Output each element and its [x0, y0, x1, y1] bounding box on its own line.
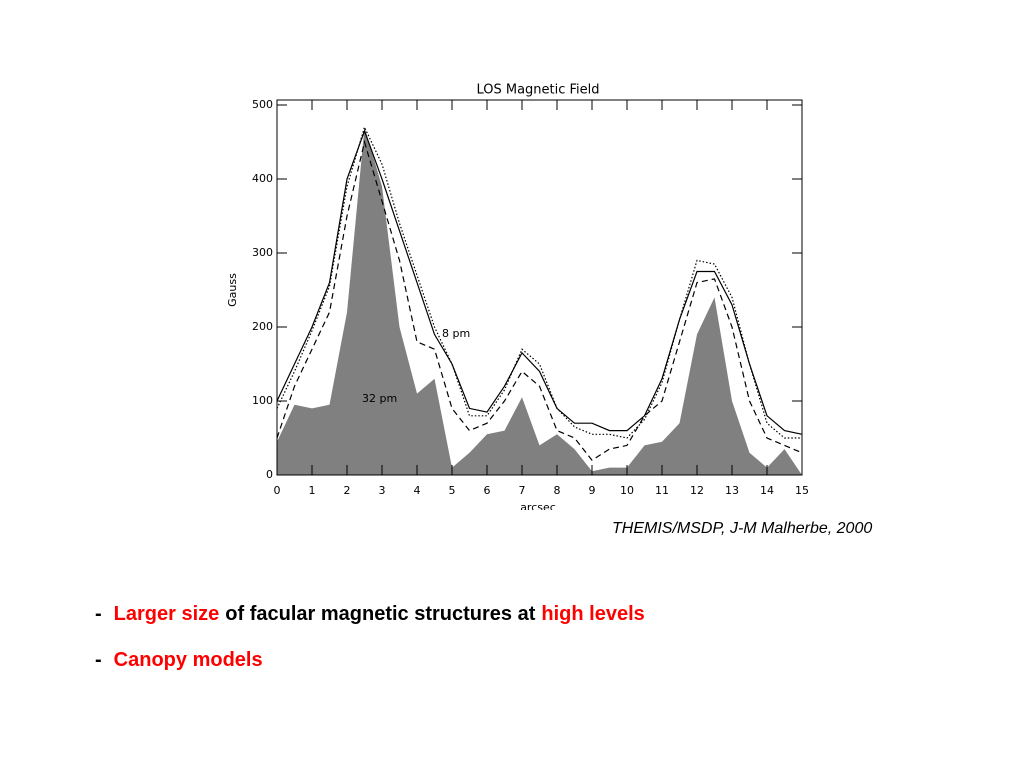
caption: THEMIS/MSDP, J-M Malherbe, 2000: [612, 520, 873, 537]
plot-frame: [276, 99, 803, 476]
y-tick-label: 100: [252, 394, 273, 407]
x-tick-label: 4: [414, 484, 421, 497]
x-tick-label: 9: [589, 484, 596, 497]
bullet-text: -: [95, 603, 102, 625]
area: [277, 127, 802, 475]
bullet-text: -: [95, 649, 102, 671]
bullet-text: Canopy models: [113, 649, 263, 671]
x-tick-label: 0: [274, 484, 281, 497]
y-axis-label: Gauss: [226, 273, 239, 307]
y-tick-label: 500: [252, 98, 273, 111]
x-tick-label: 11: [655, 484, 669, 497]
y-tick-label: 300: [252, 246, 273, 259]
x-tick-label: 6: [484, 484, 491, 497]
bullet-text: of facular magnetic structures at: [225, 603, 536, 625]
x-tick-label: 3: [379, 484, 386, 497]
chart-title: LOS Magnetic Field: [476, 83, 599, 98]
x-tick-label: 10: [620, 484, 634, 497]
x-tick-label: 13: [725, 484, 739, 497]
chart: LOS Magnetic Field arcsec Gauss 01002003…: [226, 83, 809, 511]
x-tick-label: 8: [554, 484, 561, 497]
x-tick-label: 5: [449, 484, 456, 497]
x-tick-label: 12: [690, 484, 704, 497]
bullet: - Canopy models: [95, 649, 269, 672]
line: [276, 139, 803, 461]
bullet-text: high levels: [541, 603, 645, 625]
line: [276, 129, 803, 435]
x-axis-label: arcsec: [520, 501, 556, 510]
x-tick-label: 15: [795, 484, 809, 497]
x-tick-label: 1: [309, 484, 316, 497]
annotation: 32 pm: [362, 392, 397, 405]
annotation: 8 pm: [442, 327, 470, 340]
x-tick-label: 2: [344, 484, 351, 497]
x-tick-label: 7: [519, 484, 526, 497]
y-tick-label: 200: [252, 320, 273, 333]
bullet: - Larger size of facular magnetic structur…: [95, 603, 651, 626]
bullet-text: Larger size: [113, 603, 220, 625]
y-tick-label: 0: [266, 468, 273, 481]
y-tick-label: 400: [252, 172, 273, 185]
x-tick-label: 14: [760, 484, 774, 497]
